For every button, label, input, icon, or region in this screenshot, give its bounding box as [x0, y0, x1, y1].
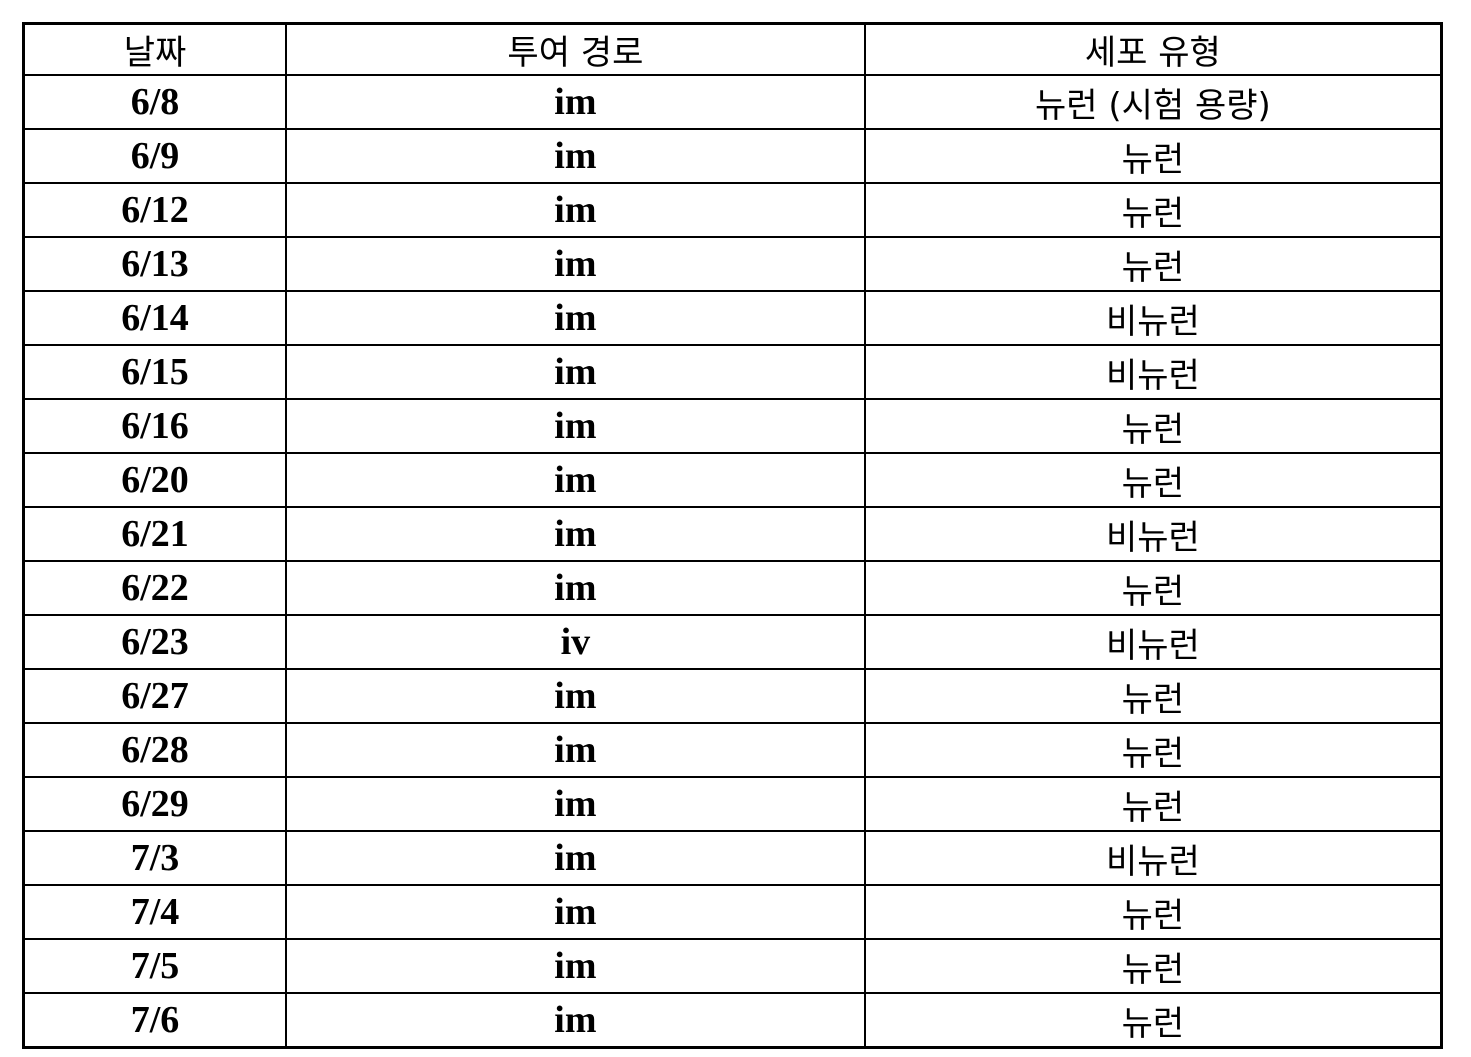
date-cell: 6/28	[24, 723, 287, 777]
date-cell: 6/13	[24, 237, 287, 291]
date-cell: 6/8	[24, 75, 287, 129]
cell-type-cell: 뉴런	[865, 183, 1442, 237]
route-cell: im	[286, 993, 865, 1048]
cell-type-cell: 뉴런	[865, 939, 1442, 993]
table-row: 6/23iv비뉴런	[24, 615, 1442, 669]
date-cell: 6/14	[24, 291, 287, 345]
table-row: 6/16im뉴런	[24, 399, 1442, 453]
table-row: 6/13im뉴런	[24, 237, 1442, 291]
table-row: 6/14im비뉴런	[24, 291, 1442, 345]
route-cell: im	[286, 183, 865, 237]
table-row: 6/22im뉴런	[24, 561, 1442, 615]
date-cell: 6/20	[24, 453, 287, 507]
cell-type-cell: 뉴런	[865, 885, 1442, 939]
date-cell: 6/29	[24, 777, 287, 831]
header-date: 날짜	[24, 24, 287, 76]
cell-type-cell: 뉴런	[865, 777, 1442, 831]
date-cell: 7/6	[24, 993, 287, 1048]
date-cell: 7/5	[24, 939, 287, 993]
route-cell: im	[286, 885, 865, 939]
cell-type-cell: 뉴런	[865, 399, 1442, 453]
cell-type-cell: 비뉴런	[865, 507, 1442, 561]
date-cell: 6/12	[24, 183, 287, 237]
date-cell: 6/15	[24, 345, 287, 399]
route-cell: im	[286, 831, 865, 885]
header-cell-type: 세포 유형	[865, 24, 1442, 76]
table-row: 6/28im뉴런	[24, 723, 1442, 777]
route-cell: im	[286, 345, 865, 399]
route-cell: im	[286, 453, 865, 507]
route-cell: im	[286, 237, 865, 291]
date-cell: 7/3	[24, 831, 287, 885]
cell-type-cell: 뉴런	[865, 669, 1442, 723]
date-cell: 6/9	[24, 129, 287, 183]
header-row: 날짜 투여 경로 세포 유형	[24, 24, 1442, 76]
cell-type-cell: 비뉴런	[865, 615, 1442, 669]
table-row: 7/3im비뉴런	[24, 831, 1442, 885]
date-cell: 6/27	[24, 669, 287, 723]
date-cell: 6/21	[24, 507, 287, 561]
route-cell: im	[286, 129, 865, 183]
table-row: 6/29im뉴런	[24, 777, 1442, 831]
cell-type-cell: 뉴런	[865, 723, 1442, 777]
cell-type-cell: 뉴런	[865, 993, 1442, 1048]
route-cell: im	[286, 561, 865, 615]
route-cell: im	[286, 399, 865, 453]
table-row: 6/20im뉴런	[24, 453, 1442, 507]
header-route: 투여 경로	[286, 24, 865, 76]
cell-type-cell: 뉴런	[865, 237, 1442, 291]
route-cell: im	[286, 669, 865, 723]
table-row: 7/4im뉴런	[24, 885, 1442, 939]
cell-type-cell: 뉴런	[865, 453, 1442, 507]
date-cell: 6/16	[24, 399, 287, 453]
cell-type-cell: 뉴런	[865, 129, 1442, 183]
route-cell: im	[286, 939, 865, 993]
table-row: 7/5im뉴런	[24, 939, 1442, 993]
table-row: 6/27im뉴런	[24, 669, 1442, 723]
route-cell: im	[286, 291, 865, 345]
cell-type-cell: 비뉴런	[865, 345, 1442, 399]
administration-table: 날짜 투여 경로 세포 유형 6/8im뉴런 (시험 용량)6/9im뉴런6/1…	[22, 22, 1443, 1049]
cell-type-cell: 비뉴런	[865, 291, 1442, 345]
table-row: 6/15im비뉴런	[24, 345, 1442, 399]
route-cell: iv	[286, 615, 865, 669]
cell-type-cell: 뉴런 (시험 용량)	[865, 75, 1442, 129]
route-cell: im	[286, 723, 865, 777]
cell-type-cell: 비뉴런	[865, 831, 1442, 885]
date-cell: 6/23	[24, 615, 287, 669]
table-row: 6/9im뉴런	[24, 129, 1442, 183]
date-cell: 6/22	[24, 561, 287, 615]
table-row: 7/6im뉴런	[24, 993, 1442, 1048]
table-row: 6/8im뉴런 (시험 용량)	[24, 75, 1442, 129]
cell-type-cell: 뉴런	[865, 561, 1442, 615]
table-row: 6/12im뉴런	[24, 183, 1442, 237]
route-cell: im	[286, 777, 865, 831]
table-row: 6/21im비뉴런	[24, 507, 1442, 561]
route-cell: im	[286, 507, 865, 561]
route-cell: im	[286, 75, 865, 129]
date-cell: 7/4	[24, 885, 287, 939]
